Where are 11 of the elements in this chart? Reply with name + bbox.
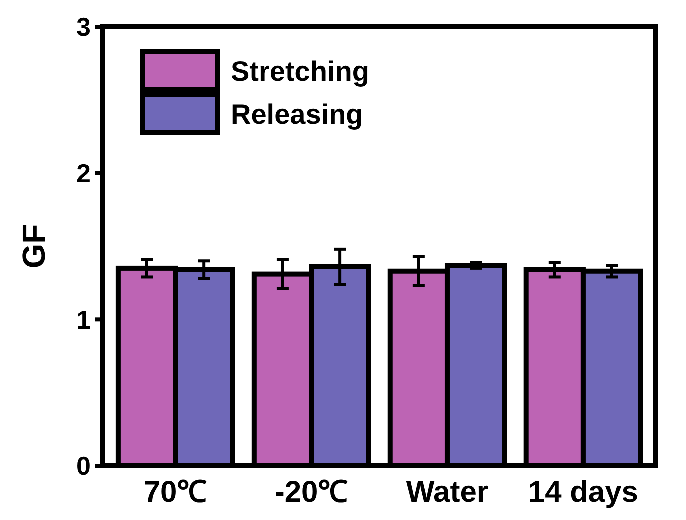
y-tick-label: 1 [76,304,91,335]
legend-label: Stretching [231,56,370,87]
y-tick-label: 3 [76,12,91,42]
y-axis-title: GF [16,224,52,269]
legend-label: Releasing [231,98,364,130]
y-tick-label: 0 [76,451,91,482]
x-tick-label: Water [406,476,489,509]
x-tick-label: 14 days [528,476,638,509]
x-tick-label: -20℃ [274,476,348,509]
x-tick-label: 70℃ [144,476,208,509]
y-tick-label: 2 [76,158,91,188]
